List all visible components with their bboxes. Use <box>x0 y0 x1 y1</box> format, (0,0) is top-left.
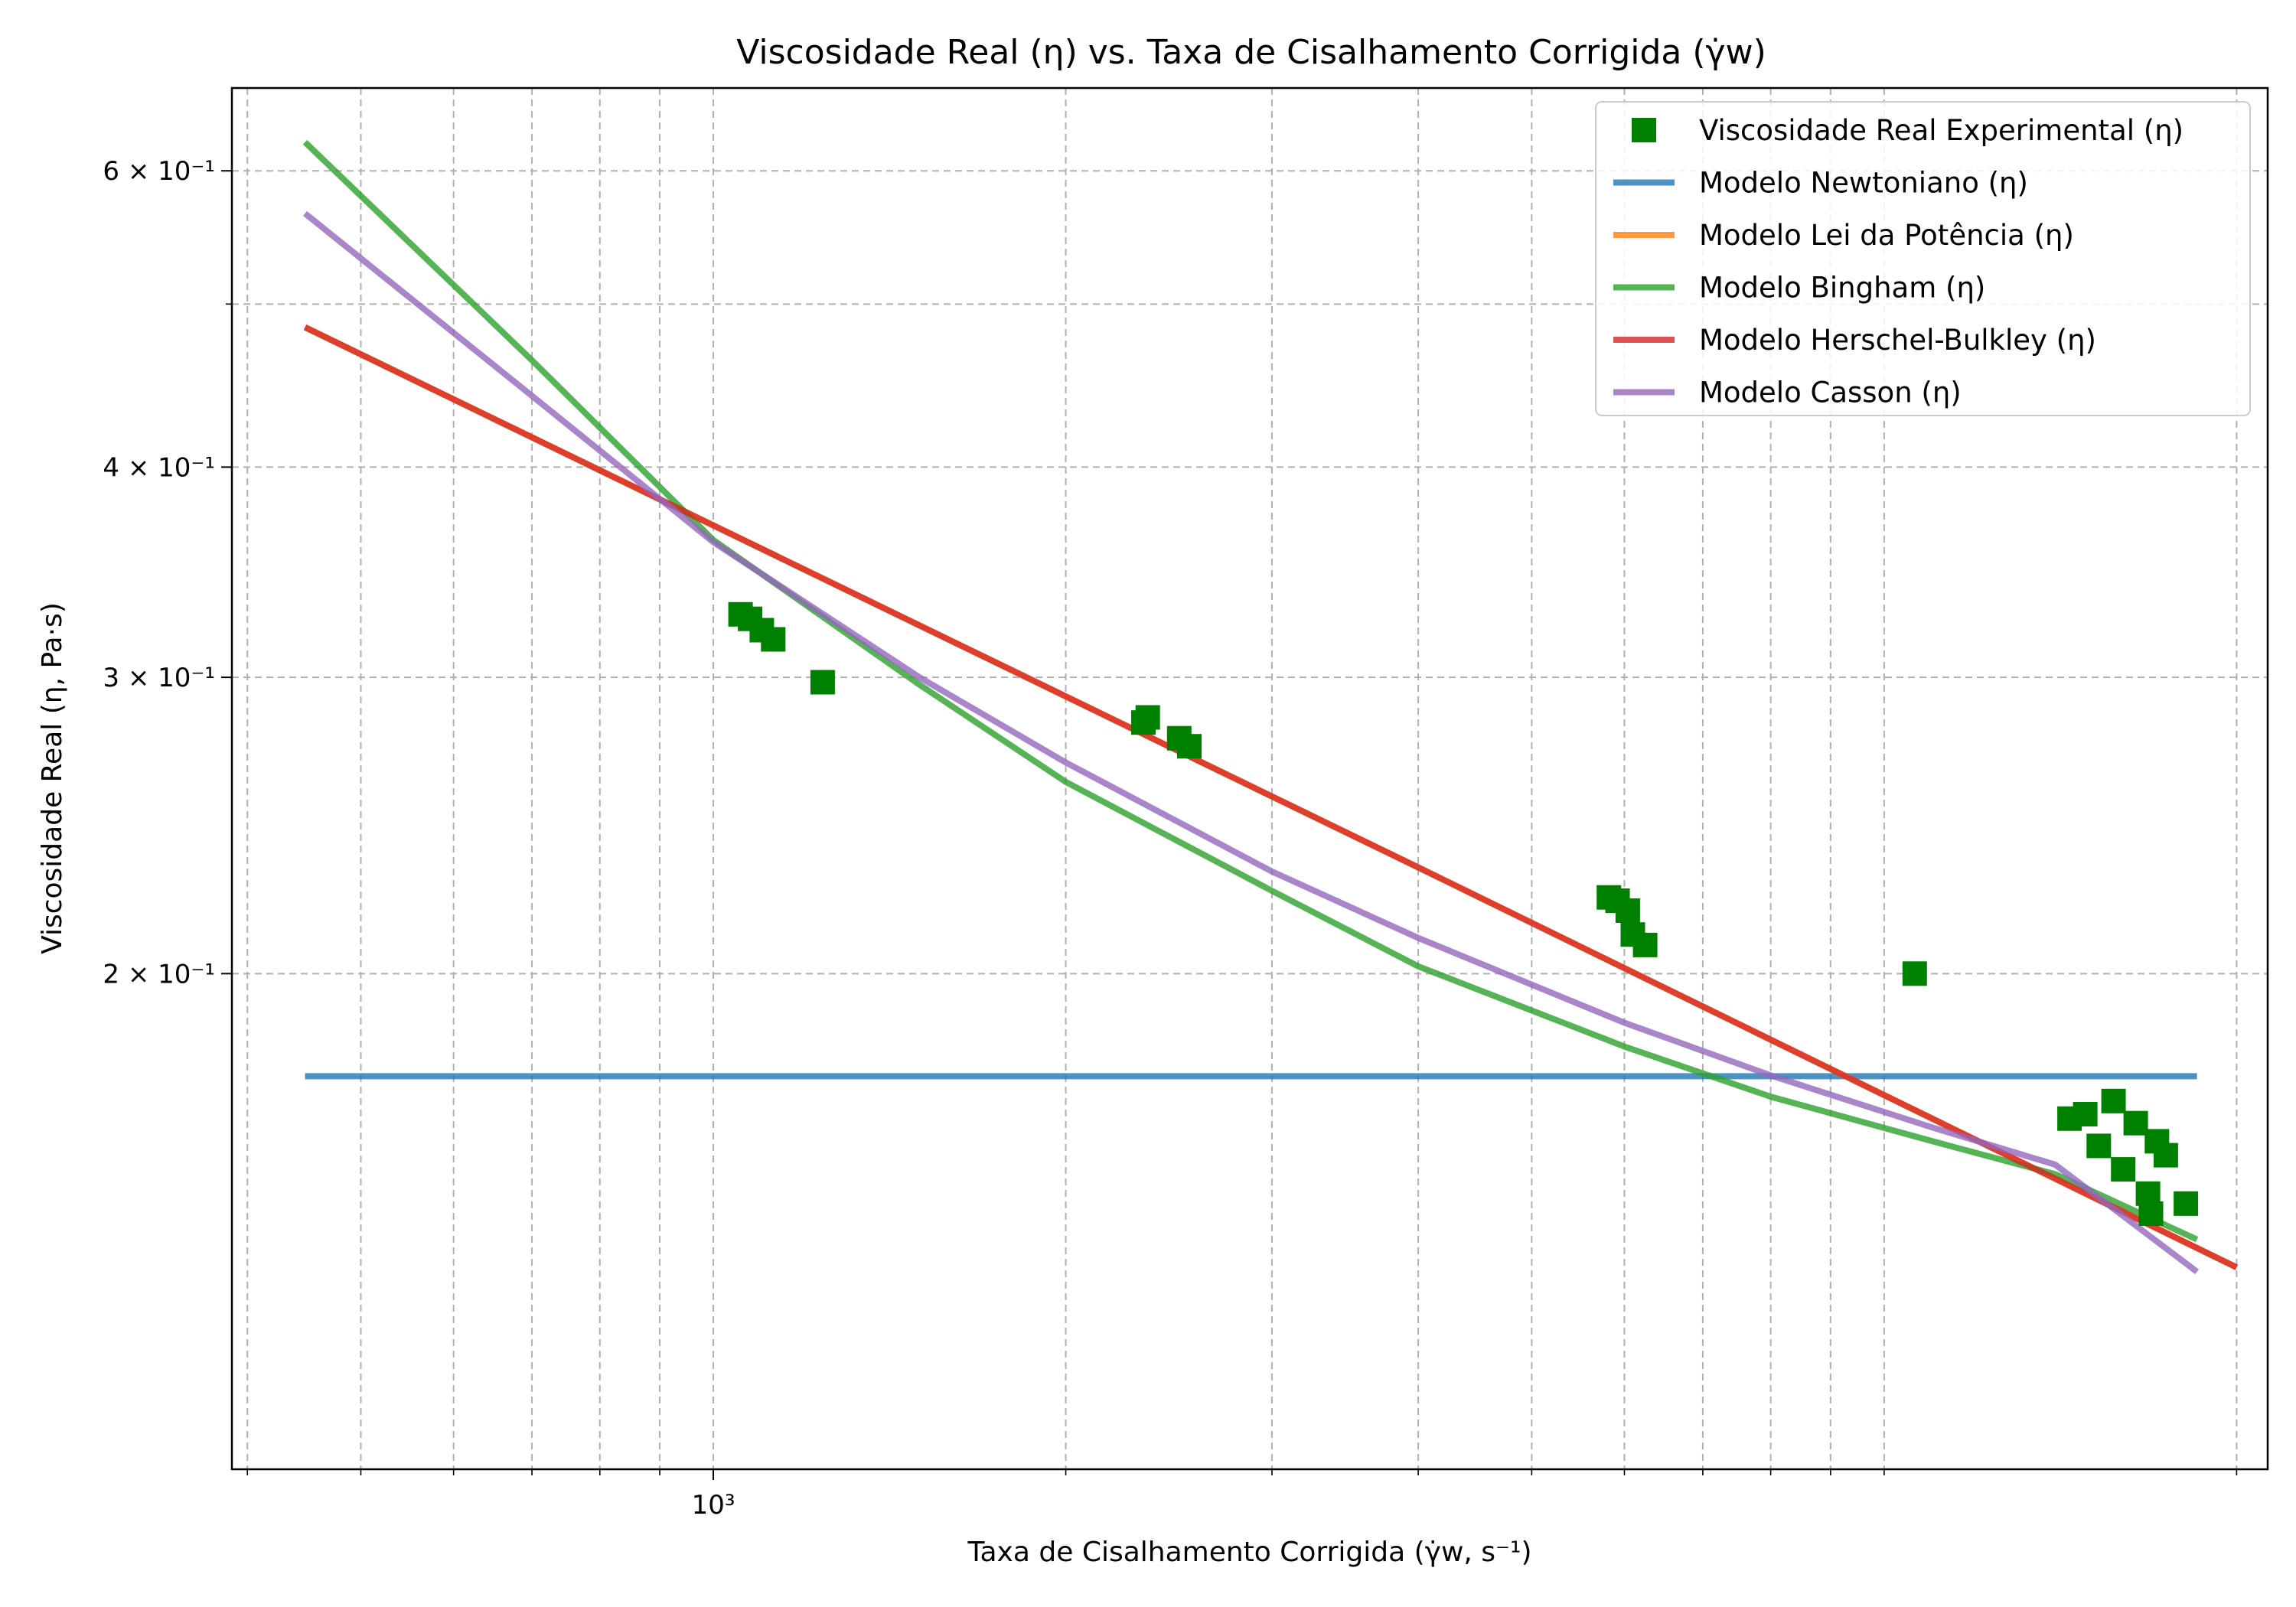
scatter-point <box>761 627 785 652</box>
y-axis-label: Viscosidade Real (η, Pa·s) <box>37 602 68 954</box>
scatter-point <box>810 670 835 695</box>
scatter-point <box>2102 1089 2126 1113</box>
scatter-point <box>2174 1191 2198 1216</box>
x-tick-label: 10³ <box>692 1490 735 1521</box>
scatter-point <box>2086 1133 2111 1158</box>
scatter-point <box>2154 1143 2178 1168</box>
y-tick-label: 6 × 10⁻¹ <box>103 156 215 187</box>
legend-label: Modelo Bingham (η) <box>1699 272 1985 305</box>
x-axis-label: Taxa de Cisalhamento Corrigida (γ̇w, s⁻¹… <box>967 1537 1531 1568</box>
legend: Viscosidade Real Experimental (η) Modelo … <box>1596 102 2250 416</box>
y-tick-label: 2 × 10⁻¹ <box>103 959 215 989</box>
scatter-point <box>2139 1201 2164 1226</box>
legend-label: Modelo Herschel-Bulkley (η) <box>1699 324 2096 357</box>
legend-label: Viscosidade Real Experimental (η) <box>1699 114 2183 147</box>
y-tick-label: 3 × 10⁻¹ <box>103 663 215 693</box>
scatter-point <box>1177 734 1202 758</box>
scatter-point <box>1136 706 1160 730</box>
legend-box <box>1596 102 2250 416</box>
y-tick-label: 4 × 10⁻¹ <box>103 452 215 483</box>
scatter-point <box>1616 898 1640 923</box>
chart-title: Viscosidade Real (η) vs. Taxa de Cisalha… <box>736 33 1766 72</box>
scatter-point <box>1633 933 1658 957</box>
legend-label: Modelo Newtoniano (η) <box>1699 167 2028 200</box>
scatter-point <box>2111 1157 2135 1182</box>
scatter-point <box>2073 1102 2098 1126</box>
legend-marker <box>1632 118 1656 142</box>
legend-label: Modelo Casson (η) <box>1699 376 1962 409</box>
scatter-point <box>2124 1111 2148 1136</box>
legend-label: Modelo Lei da Potência (η) <box>1699 219 2074 252</box>
scatter-point <box>1903 961 1927 986</box>
